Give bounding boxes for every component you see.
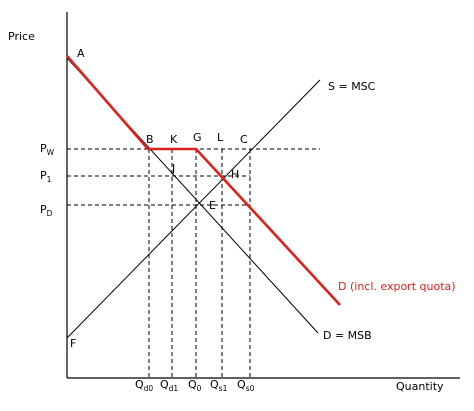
x-axis-label: Quantity — [396, 380, 444, 393]
point-a-label: A — [77, 47, 85, 60]
price-label-pw: PW — [40, 142, 55, 157]
point-h-label: H — [231, 168, 239, 181]
qty-label-qs0: Qs0 — [237, 378, 255, 393]
point-f-label: F — [70, 337, 76, 350]
point-j-label: J — [171, 162, 175, 175]
qty-label-q0: Q0 — [188, 378, 202, 393]
point-b-label: B — [146, 133, 154, 146]
point-l-label: L — [217, 131, 224, 144]
point-e-label: E — [209, 199, 216, 212]
point-k-label: K — [170, 133, 178, 146]
demand-quota-label: D (incl. export quota) — [338, 280, 456, 293]
qty-label-qd1: Qd1 — [160, 378, 178, 393]
qty-label-qd0: Qd0 — [135, 378, 153, 393]
price-label-pd: PD — [40, 203, 53, 218]
supply-curve-label: S = MSC — [328, 80, 376, 93]
point-g-label: G — [193, 131, 202, 144]
qty-label-qs1: Qs1 — [210, 378, 228, 393]
y-axis-label: Price — [8, 30, 35, 43]
price-label-p1: P1 — [40, 169, 52, 184]
demand-quota-curve — [66, 55, 341, 306]
supply-curve — [66, 79, 321, 339]
demand-curve-label: D = MSB — [323, 329, 372, 342]
point-c-label: C — [240, 133, 248, 146]
